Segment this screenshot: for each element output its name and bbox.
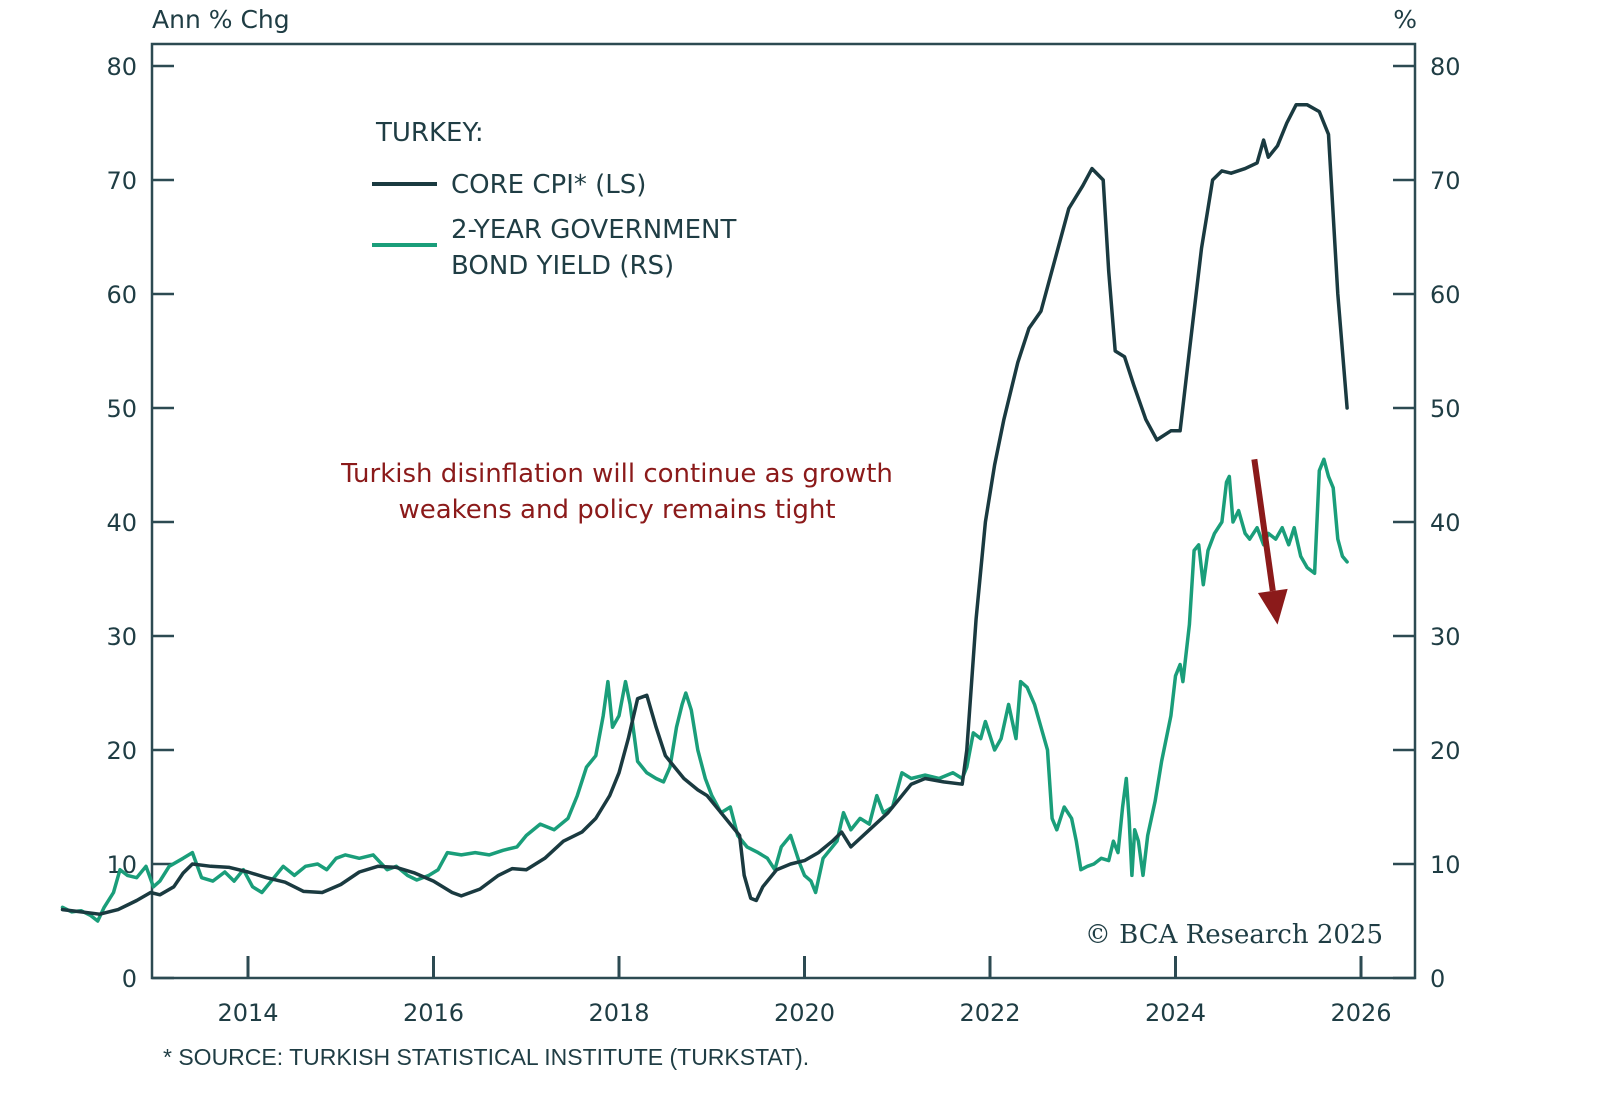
copyright-text: © BCA Research 2025: [1085, 920, 1383, 950]
x-axis: 2014 2016 2018 2020 2022 2024 2026: [217, 956, 1392, 1027]
right-y-tick-label: 80: [1430, 53, 1461, 81]
x-tick-label: 2016: [403, 999, 464, 1027]
left-axis-unit-label: Ann % Chg: [152, 5, 290, 34]
legend: TURKEY: CORE CPI* (LS) 2-YEAR GOVERNMENT…: [372, 118, 736, 281]
left-y-tick-label: 50: [106, 395, 137, 423]
annotation-arrow-shaft: [1251, 458, 1276, 592]
legend-label-bond-yield-line1: 2-YEAR GOVERNMENT: [451, 215, 736, 245]
annotation-arrow-head: [1257, 588, 1288, 625]
x-tick-label: 2014: [217, 999, 278, 1027]
series-line-core-cpi: [60, 103, 1349, 916]
left-y-tick-label: 0: [122, 965, 137, 993]
x-tick-label: 2020: [774, 999, 835, 1027]
right-y-tick-label: 30: [1430, 623, 1461, 651]
left-y-tick-label: 30: [106, 623, 137, 651]
left-y-tick-label: 70: [106, 167, 137, 195]
left-y-tick-label: 20: [106, 737, 137, 765]
right-y-axis: 0 10 20 30 40 50 60 70 80: [1393, 53, 1461, 993]
legend-label-bond-yield-line2: BOND YIELD (RS): [451, 251, 674, 281]
left-y-tick-label: 80: [106, 53, 137, 81]
right-y-tick-label: 70: [1430, 167, 1461, 195]
left-y-tick-label: 60: [106, 281, 137, 309]
left-y-tick-label: 40: [106, 509, 137, 537]
plot-frame: [150, 42, 1417, 980]
right-axis-unit-label: %: [1393, 5, 1417, 34]
right-y-tick-label: 50: [1430, 395, 1461, 423]
left-y-axis: 0 10 20 30 40 50 60 70 80: [106, 53, 174, 993]
right-y-tick-label: 40: [1430, 509, 1461, 537]
annotation-line1: Turkish disinflation will continue as gr…: [340, 459, 893, 489]
left-y-tick-label: 10: [106, 851, 137, 879]
legend-title: TURKEY:: [375, 118, 484, 148]
x-tick-label: 2022: [959, 999, 1020, 1027]
right-y-tick-label: 60: [1430, 281, 1461, 309]
annotation: Turkish disinflation will continue as gr…: [340, 458, 1288, 625]
x-tick-label: 2024: [1145, 999, 1206, 1027]
right-y-tick-label: 20: [1430, 737, 1461, 765]
annotation-line2: weakens and policy remains tight: [398, 495, 835, 525]
legend-label-core-cpi: CORE CPI* (LS): [451, 170, 646, 200]
right-y-tick-label: 0: [1430, 965, 1445, 993]
series-line-bond-yield: [60, 457, 1349, 923]
right-y-tick-label: 10: [1430, 851, 1461, 879]
x-tick-label: 2026: [1330, 999, 1391, 1027]
x-tick-label: 2018: [588, 999, 649, 1027]
series-layer: [60, 103, 1349, 923]
source-footnote: * SOURCE: TURKISH STATISTICAL INSTITUTE …: [163, 1044, 809, 1070]
